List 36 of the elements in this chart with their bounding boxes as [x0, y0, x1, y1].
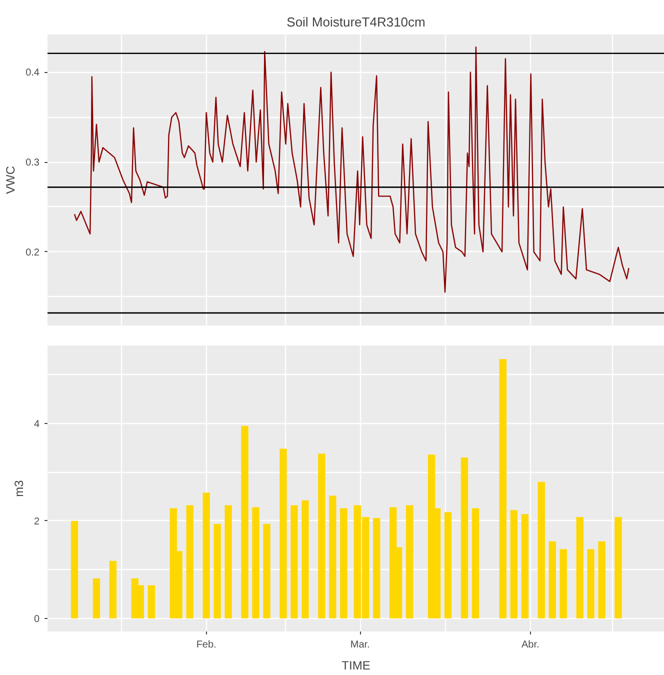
bar — [202, 492, 210, 618]
y-tick-label: 0.2 — [26, 247, 40, 258]
bar — [587, 549, 594, 618]
bar — [70, 520, 78, 618]
bar — [224, 505, 232, 618]
chart-title: Soil MoistureT4R310cm — [286, 14, 426, 30]
bar — [460, 458, 468, 618]
bar — [214, 524, 221, 618]
bar — [560, 549, 567, 618]
y-tick-label: 0.4 — [26, 68, 40, 79]
bar — [548, 541, 556, 618]
x-tick-label: Abr. — [521, 640, 540, 650]
x-tick-label: Mar. — [350, 640, 370, 650]
bar — [241, 426, 248, 618]
bar — [444, 512, 452, 618]
bar — [148, 585, 155, 618]
bar — [521, 514, 528, 618]
bar — [614, 517, 622, 618]
bar — [92, 578, 100, 618]
bar — [109, 560, 117, 618]
bar — [186, 505, 194, 618]
bar — [252, 507, 260, 618]
x-axis-title: TIME — [342, 658, 370, 672]
y-tick-label: 2 — [34, 516, 40, 528]
bar — [510, 510, 518, 618]
y-axis-title: m3 — [12, 480, 26, 497]
y-tick-label: 0 — [34, 614, 40, 625]
y-tick-label: 4 — [34, 418, 40, 430]
bar — [538, 482, 545, 618]
bar — [499, 359, 506, 618]
y-tick-label: 0.3 — [26, 158, 40, 169]
y-axis-title: VWC — [4, 166, 18, 194]
bar — [472, 508, 480, 618]
bar — [576, 517, 584, 618]
bar — [598, 541, 606, 618]
x-tick-label: Feb. — [196, 640, 216, 650]
